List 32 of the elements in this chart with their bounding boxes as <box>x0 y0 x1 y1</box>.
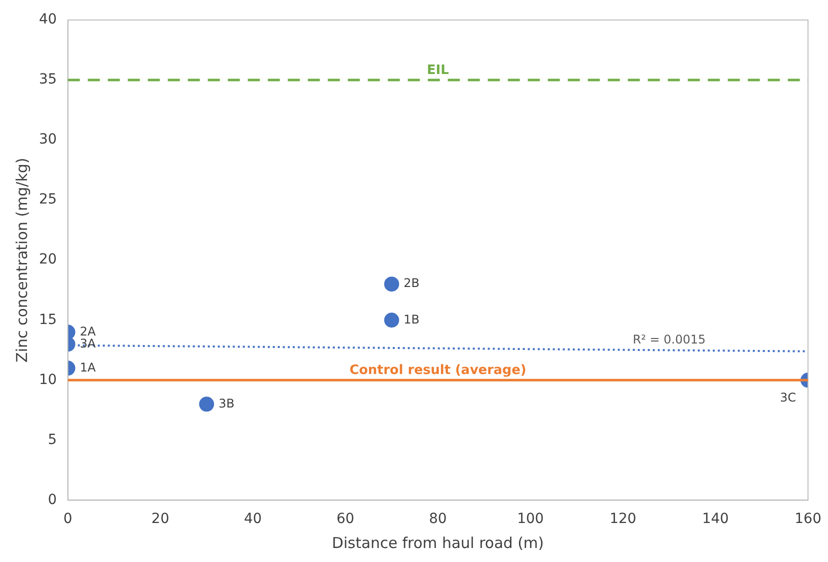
series-label: 2B <box>404 276 420 290</box>
y-axis-title: Zinc concentration (mg/kg) <box>12 158 31 362</box>
x-tick-label: 160 <box>794 511 822 528</box>
ref-line-label: EIL <box>426 62 449 78</box>
ref-line-label: Control result (average) <box>349 363 526 378</box>
x-tick-label: 80 <box>428 511 447 528</box>
series-label: 1B <box>404 312 420 326</box>
x-tick-label: 100 <box>517 511 544 528</box>
annotation: R² = 0.0015 <box>632 332 706 346</box>
y-tick-label: 40 <box>38 12 57 28</box>
y-tick-label: 35 <box>38 72 57 88</box>
y-tick-label: 25 <box>38 192 57 208</box>
y-tick-label: 15 <box>38 312 57 328</box>
x-axis-title: Distance from haul road (m) <box>332 534 544 552</box>
series-label: 2A <box>80 324 96 338</box>
point <box>384 312 400 328</box>
point <box>384 276 400 292</box>
y-tick-label: 5 <box>48 432 57 448</box>
series-label: 1A <box>80 360 96 374</box>
x-tick-label: 0 <box>63 511 72 528</box>
y-tick-label: 20 <box>38 252 57 268</box>
x-tick-label: 60 <box>336 511 354 528</box>
x-tick-label: 140 <box>702 511 729 528</box>
y-tick-label: 10 <box>38 372 57 388</box>
y-tick-label: 0 <box>48 492 57 508</box>
x-tick-label: 40 <box>244 511 262 528</box>
y-tick-label: 30 <box>38 132 57 148</box>
x-tick-label: 120 <box>610 511 636 528</box>
x-tick-label: 20 <box>151 511 170 528</box>
series-label: 3B <box>218 396 234 410</box>
series-label: 3A <box>80 336 96 350</box>
series-label: 3C <box>780 390 796 404</box>
